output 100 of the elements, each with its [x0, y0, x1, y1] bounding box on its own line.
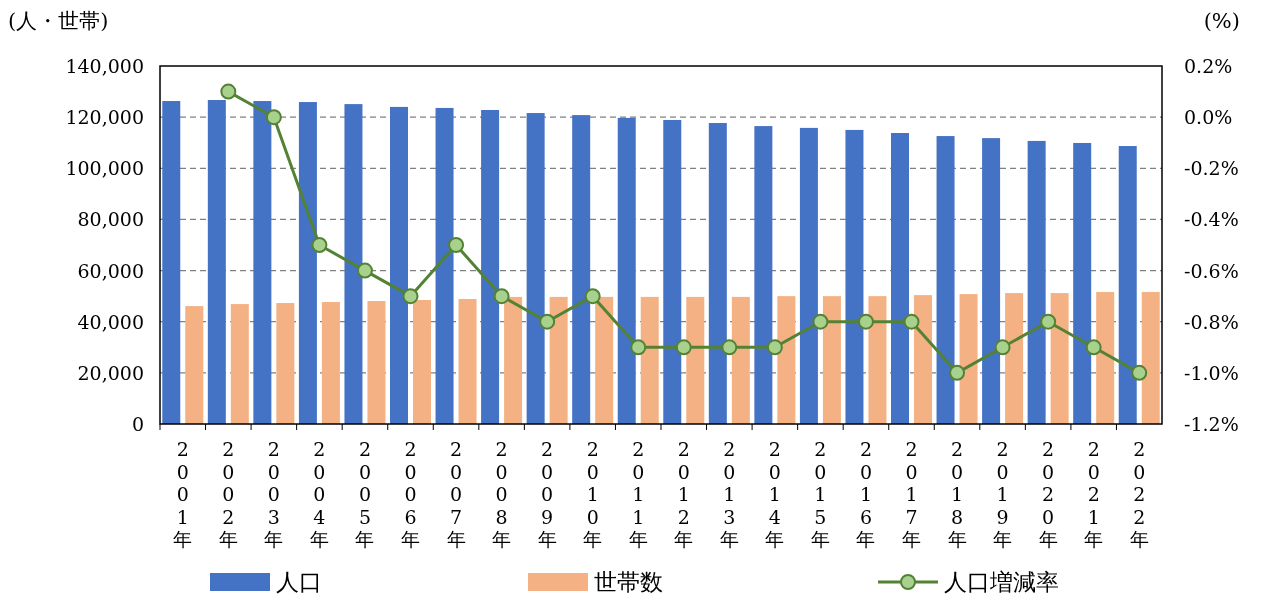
x-tick-label: 2013年	[719, 438, 739, 550]
point	[766, 339, 783, 356]
x-tick-label: 2014年	[765, 438, 785, 550]
point	[402, 288, 419, 305]
bar	[572, 115, 591, 424]
y2-axis-title: (%)	[1203, 9, 1240, 33]
bar	[777, 296, 796, 424]
point	[675, 339, 692, 356]
y2-tick-label: 0.2%	[1184, 55, 1233, 77]
bar	[731, 296, 750, 424]
x-tick-label: 2015年	[810, 438, 830, 550]
bar	[253, 101, 272, 424]
x-tick-label: 2010年	[583, 438, 603, 550]
x-tick-label: 2008年	[492, 438, 512, 550]
bar	[891, 133, 909, 424]
bar	[617, 117, 636, 424]
x-tick-label: 2016年	[856, 438, 876, 550]
point	[812, 313, 829, 330]
bar	[1073, 142, 1092, 424]
point	[630, 339, 647, 356]
bar	[1118, 146, 1137, 424]
bar	[321, 302, 340, 424]
point	[584, 288, 601, 305]
bar	[413, 299, 431, 424]
legend-label: 人口	[276, 569, 322, 595]
x-tick-label: 2009年	[537, 438, 557, 550]
x-tick-label: 2006年	[401, 438, 420, 550]
bar	[1050, 293, 1069, 424]
bar	[230, 304, 249, 424]
x-tick-label: 2002年	[218, 438, 238, 550]
point	[448, 237, 465, 253]
point	[994, 339, 1011, 356]
point	[857, 313, 874, 330]
y2-tick-label: 0.0%	[1184, 106, 1233, 129]
y2-tick-label: -0.4%	[1184, 208, 1239, 231]
point	[493, 288, 510, 305]
y2-tick-label: -0.8%	[1184, 310, 1239, 333]
bar	[344, 104, 363, 424]
x-tick-label: 2007年	[446, 438, 466, 550]
x-tick-label: 2017年	[902, 438, 921, 550]
bar	[185, 306, 204, 424]
x-tick-label: 2012年	[674, 438, 694, 550]
legend-label: 世帯数	[594, 569, 663, 595]
bar	[845, 129, 864, 424]
y-tick-label: 0	[131, 413, 144, 435]
x-tick-label: 2022年	[1129, 438, 1149, 550]
bar	[959, 294, 978, 424]
y-tick-label: 80,000	[77, 208, 144, 231]
bar	[207, 100, 226, 424]
point	[721, 339, 738, 356]
bar	[595, 296, 614, 424]
point	[1040, 313, 1057, 330]
bar	[435, 107, 454, 424]
bar	[1005, 293, 1024, 424]
x-tick-label: 2005年	[355, 438, 375, 550]
bar	[1027, 140, 1046, 424]
bar	[663, 119, 682, 424]
legend-label: 人口増減率	[944, 569, 1059, 595]
point	[265, 109, 282, 126]
bar	[754, 126, 773, 424]
y-tick-label: 140,000	[65, 55, 144, 77]
x-tick-label: 2001年	[173, 438, 193, 550]
point	[1131, 364, 1148, 381]
y-tick-label: 60,000	[77, 259, 144, 282]
x-tick-label: 2004年	[309, 438, 329, 550]
y-axis-title: (人・世帯)	[8, 9, 109, 33]
bar	[686, 296, 705, 424]
point	[311, 237, 328, 253]
y2-tick-label: -1.2%	[1184, 413, 1239, 435]
bar	[914, 295, 932, 424]
bar	[276, 303, 295, 424]
x-tick-label: 2003年	[264, 438, 284, 550]
point	[220, 83, 237, 100]
y2-tick-label: -0.6%	[1184, 259, 1239, 282]
point	[1085, 339, 1102, 356]
bar	[640, 296, 659, 424]
bar	[1096, 292, 1115, 424]
bar	[458, 298, 477, 424]
x-tick-label: 2011年	[628, 438, 648, 550]
x-tick-label: 2020年	[1038, 438, 1058, 550]
bar	[936, 136, 955, 424]
bar	[799, 127, 818, 424]
y-tick-label: 20,000	[77, 361, 144, 384]
bar	[868, 296, 887, 424]
y-tick-label: 100,000	[65, 157, 144, 180]
bar	[481, 109, 500, 424]
point	[356, 262, 373, 279]
bar	[526, 113, 545, 424]
point	[903, 313, 920, 330]
y2-tick-label: -0.2%	[1184, 157, 1239, 180]
bar	[162, 101, 181, 424]
bar	[982, 138, 1001, 424]
y2-tick-label: -1.0%	[1184, 361, 1239, 384]
point	[949, 364, 966, 381]
bar	[1141, 292, 1160, 424]
bar	[367, 301, 386, 424]
x-tick-label: 2018年	[947, 438, 967, 550]
bar	[708, 123, 727, 424]
x-tick-label: 2021年	[1084, 438, 1104, 550]
bar	[504, 296, 523, 424]
